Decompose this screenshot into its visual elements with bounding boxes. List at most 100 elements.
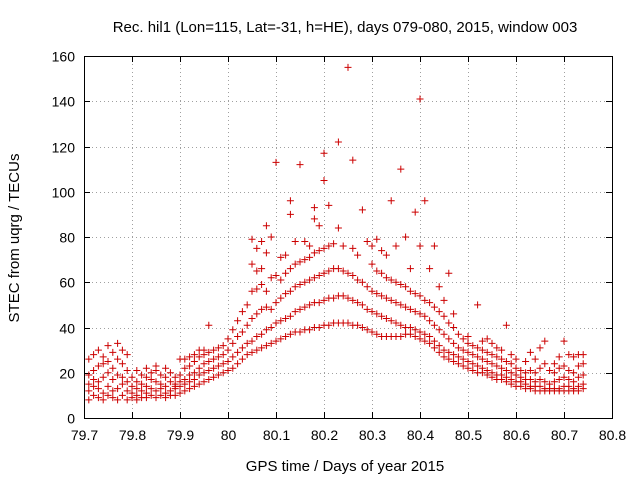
data-point-marker xyxy=(474,362,482,370)
data-point-marker xyxy=(315,247,323,255)
data-point-marker xyxy=(488,351,496,359)
data-point-marker xyxy=(469,342,477,350)
data-point-marker xyxy=(358,301,366,309)
x-tick-label: 80.1 xyxy=(263,427,290,443)
data-point-marker xyxy=(382,314,390,322)
data-point-marker xyxy=(104,342,112,350)
data-point-marker xyxy=(454,353,462,361)
data-point-marker xyxy=(267,274,275,282)
data-point-marker xyxy=(363,305,371,313)
data-point-marker xyxy=(262,303,270,311)
data-point-marker xyxy=(570,385,578,393)
data-point-marker xyxy=(358,206,366,214)
data-point-marker xyxy=(517,373,525,381)
data-point-marker xyxy=(464,339,472,347)
data-point-marker xyxy=(411,308,419,316)
data-point-marker xyxy=(277,294,285,302)
data-point-marker xyxy=(219,360,227,368)
y-tick-label: 160 xyxy=(52,49,76,65)
data-point-marker xyxy=(85,371,93,379)
data-point-marker xyxy=(526,348,534,356)
data-point-marker xyxy=(325,321,333,329)
data-point-marker xyxy=(483,335,491,343)
data-point-marker xyxy=(397,165,405,173)
data-point-marker xyxy=(181,376,189,384)
data-point-marker xyxy=(152,394,160,402)
data-point-marker xyxy=(99,396,107,404)
data-point-marker xyxy=(301,256,309,264)
data-point-marker xyxy=(536,376,544,384)
data-point-marker xyxy=(344,269,352,277)
data-point-marker xyxy=(368,242,376,250)
data-point-marker xyxy=(219,342,227,350)
data-point-marker xyxy=(123,378,131,386)
x-tick-label: 80.4 xyxy=(407,427,434,443)
data-point-marker xyxy=(310,215,318,223)
data-point-marker xyxy=(397,301,405,309)
data-point-marker xyxy=(507,369,515,377)
data-point-marker xyxy=(507,360,515,368)
data-point-marker xyxy=(176,389,184,397)
data-point-marker xyxy=(426,265,434,273)
data-point-marker xyxy=(363,238,371,246)
data-point-marker xyxy=(147,385,155,393)
data-point-marker xyxy=(190,369,198,377)
data-point-marker xyxy=(291,238,299,246)
data-point-marker xyxy=(373,267,381,275)
data-point-marker xyxy=(147,391,155,399)
data-point-marker xyxy=(262,326,270,334)
data-point-marker xyxy=(368,260,376,268)
data-point-marker xyxy=(373,235,381,243)
data-point-marker xyxy=(224,357,232,365)
data-point-marker xyxy=(282,269,290,277)
data-point-marker xyxy=(411,290,419,298)
data-point-marker xyxy=(166,369,174,377)
data-point-marker xyxy=(435,326,443,334)
data-point-marker xyxy=(190,382,198,390)
data-point-marker xyxy=(238,308,246,316)
data-point-marker xyxy=(118,346,126,354)
x-tick-label: 80.5 xyxy=(455,427,482,443)
data-point-marker xyxy=(243,301,251,309)
y-tick-label: 100 xyxy=(52,185,76,201)
data-point-marker xyxy=(123,351,131,359)
data-point-marker xyxy=(296,281,304,289)
data-point-marker xyxy=(248,314,256,322)
data-point-marker xyxy=(430,337,438,345)
data-point-marker xyxy=(498,364,506,372)
y-tick-label: 60 xyxy=(59,275,75,291)
data-point-marker xyxy=(555,353,563,361)
data-point-marker xyxy=(267,339,275,347)
data-point-marker xyxy=(258,330,266,338)
x-tick-label: 80.3 xyxy=(359,427,386,443)
data-point-marker xyxy=(114,355,122,363)
data-point-marker xyxy=(349,296,357,304)
data-point-marker xyxy=(162,364,170,372)
marker-layer xyxy=(85,63,587,404)
tick-layer: 79.7 79.8 79.9 80 80.1 80.2 80.3 80.4 80.5 80.6 80… xyxy=(52,49,627,444)
data-point-marker xyxy=(440,353,448,361)
data-point-marker xyxy=(104,382,112,390)
data-point-marker xyxy=(195,353,203,361)
data-point-marker xyxy=(109,387,117,395)
data-point-marker xyxy=(469,351,477,359)
data-point-marker xyxy=(406,265,414,273)
data-point-marker xyxy=(565,376,573,384)
data-point-marker xyxy=(387,317,395,325)
data-point-marker xyxy=(301,238,309,246)
data-point-marker xyxy=(320,149,328,157)
data-point-marker xyxy=(435,283,443,291)
data-point-marker xyxy=(118,380,126,388)
data-point-marker xyxy=(498,355,506,363)
data-point-marker xyxy=(522,357,530,365)
data-point-marker xyxy=(253,346,261,354)
data-point-marker xyxy=(445,319,453,327)
data-point-marker xyxy=(104,357,112,365)
data-point-marker xyxy=(214,344,222,352)
data-point-marker xyxy=(133,366,141,374)
data-point-marker xyxy=(325,201,333,209)
data-point-marker xyxy=(392,242,400,250)
data-point-marker xyxy=(531,355,539,363)
data-point-marker xyxy=(229,339,237,347)
data-point-marker xyxy=(272,337,280,345)
